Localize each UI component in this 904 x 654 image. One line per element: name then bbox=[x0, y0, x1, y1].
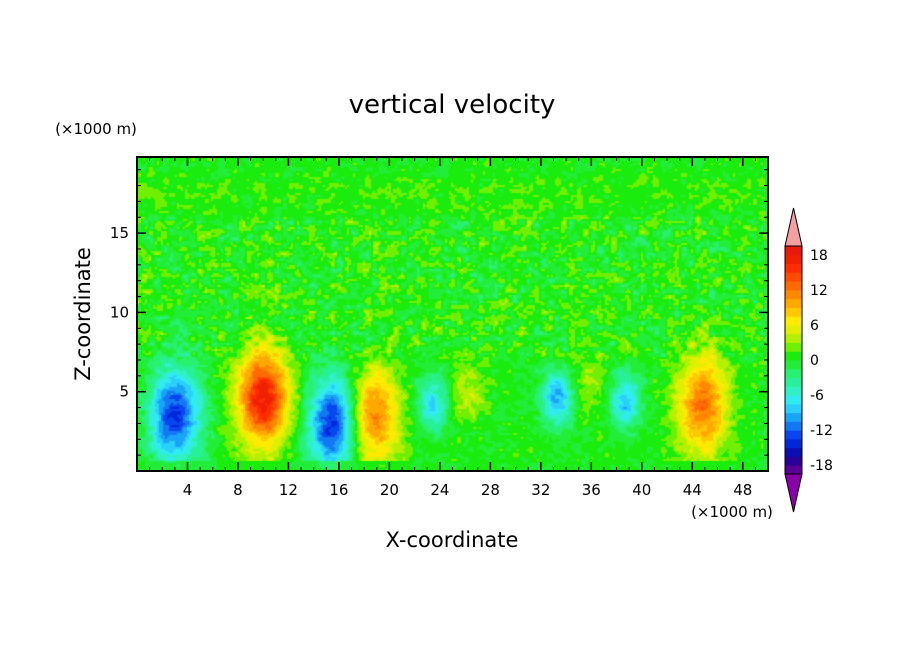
x-tick-label: 24 bbox=[430, 481, 449, 499]
colorbar-tick-label: -6 bbox=[810, 388, 824, 404]
colorbar-segment bbox=[785, 316, 802, 326]
colorbar-segment bbox=[785, 263, 802, 273]
x-tick-label: 12 bbox=[279, 481, 298, 499]
velocity-field-raster bbox=[137, 157, 768, 471]
colorbar-segment bbox=[785, 421, 802, 431]
colorbar-segment bbox=[785, 351, 802, 361]
x-tick-label: 36 bbox=[582, 481, 601, 499]
colorbar-segment bbox=[785, 438, 802, 449]
x-axis-title: X-coordinate bbox=[386, 528, 519, 552]
colorbar-segment bbox=[785, 342, 802, 352]
x-tick-label: 48 bbox=[733, 481, 752, 499]
colorbar-segment bbox=[785, 430, 802, 440]
colorbar-segment bbox=[785, 272, 802, 282]
colorbar-segment bbox=[785, 324, 802, 335]
x-tick-label: 40 bbox=[632, 481, 651, 499]
colorbar-tick-label: -18 bbox=[810, 458, 833, 474]
colorbar-tick-label: 12 bbox=[810, 283, 828, 299]
colorbar-segment bbox=[785, 281, 802, 291]
colorbar-tick-label: 0 bbox=[810, 353, 819, 369]
colorbar-segment bbox=[785, 395, 802, 405]
colorbar-segment bbox=[785, 465, 802, 475]
y-tick-label: 15 bbox=[110, 224, 129, 242]
x-unit-label: (×1000 m) bbox=[691, 503, 773, 521]
colorbar-segment bbox=[785, 403, 802, 414]
chart-title: vertical velocity bbox=[349, 90, 556, 120]
x-tick-label: 4 bbox=[183, 481, 193, 499]
colorbar-segment bbox=[785, 447, 802, 457]
colorbar-frame bbox=[784, 245, 803, 475]
colorbar: 18 12 6 0 -6 -12 -18 bbox=[784, 207, 833, 513]
colorbar-tick-label: 18 bbox=[810, 248, 828, 264]
y-tick-label: 10 bbox=[110, 303, 129, 321]
colorbar-segment bbox=[785, 307, 802, 317]
x-tick-label: 8 bbox=[233, 481, 243, 499]
colorbar-segment bbox=[785, 289, 802, 300]
plot-field bbox=[137, 157, 768, 471]
x-axis-ticks: 4 8 12 16 20 24 28 32 36 40 44 48 bbox=[149, 157, 756, 499]
colorbar-segment bbox=[785, 246, 802, 256]
y-unit-label: (×1000 m) bbox=[55, 120, 137, 138]
colorbar-segment bbox=[785, 360, 802, 370]
colorbar-segment bbox=[785, 333, 802, 343]
colorbar-top-arrow bbox=[784, 207, 803, 247]
colorbar-segment bbox=[785, 386, 802, 396]
y-axis-title: Z-coordinate bbox=[71, 247, 95, 381]
x-tick-label: 44 bbox=[683, 481, 702, 499]
colorbar-segment bbox=[785, 377, 802, 387]
x-tick-label: 16 bbox=[329, 481, 348, 499]
x-tick-label: 28 bbox=[481, 481, 500, 499]
colorbar-segment bbox=[785, 412, 802, 422]
y-axis-ticks: 5 10 15 bbox=[110, 169, 768, 456]
colorbar-segment bbox=[785, 368, 802, 379]
x-tick-label: 32 bbox=[531, 481, 550, 499]
colorbar-tick-label: -12 bbox=[810, 423, 833, 439]
y-tick-label: 5 bbox=[119, 383, 129, 401]
colorbar-segment bbox=[785, 254, 802, 265]
x-tick-label: 20 bbox=[380, 481, 399, 499]
colorbar-segment bbox=[785, 298, 802, 308]
colorbar-bottom-arrow bbox=[784, 473, 803, 513]
colorbar-tick-label: 6 bbox=[810, 318, 819, 334]
colorbar-segment bbox=[785, 456, 802, 466]
